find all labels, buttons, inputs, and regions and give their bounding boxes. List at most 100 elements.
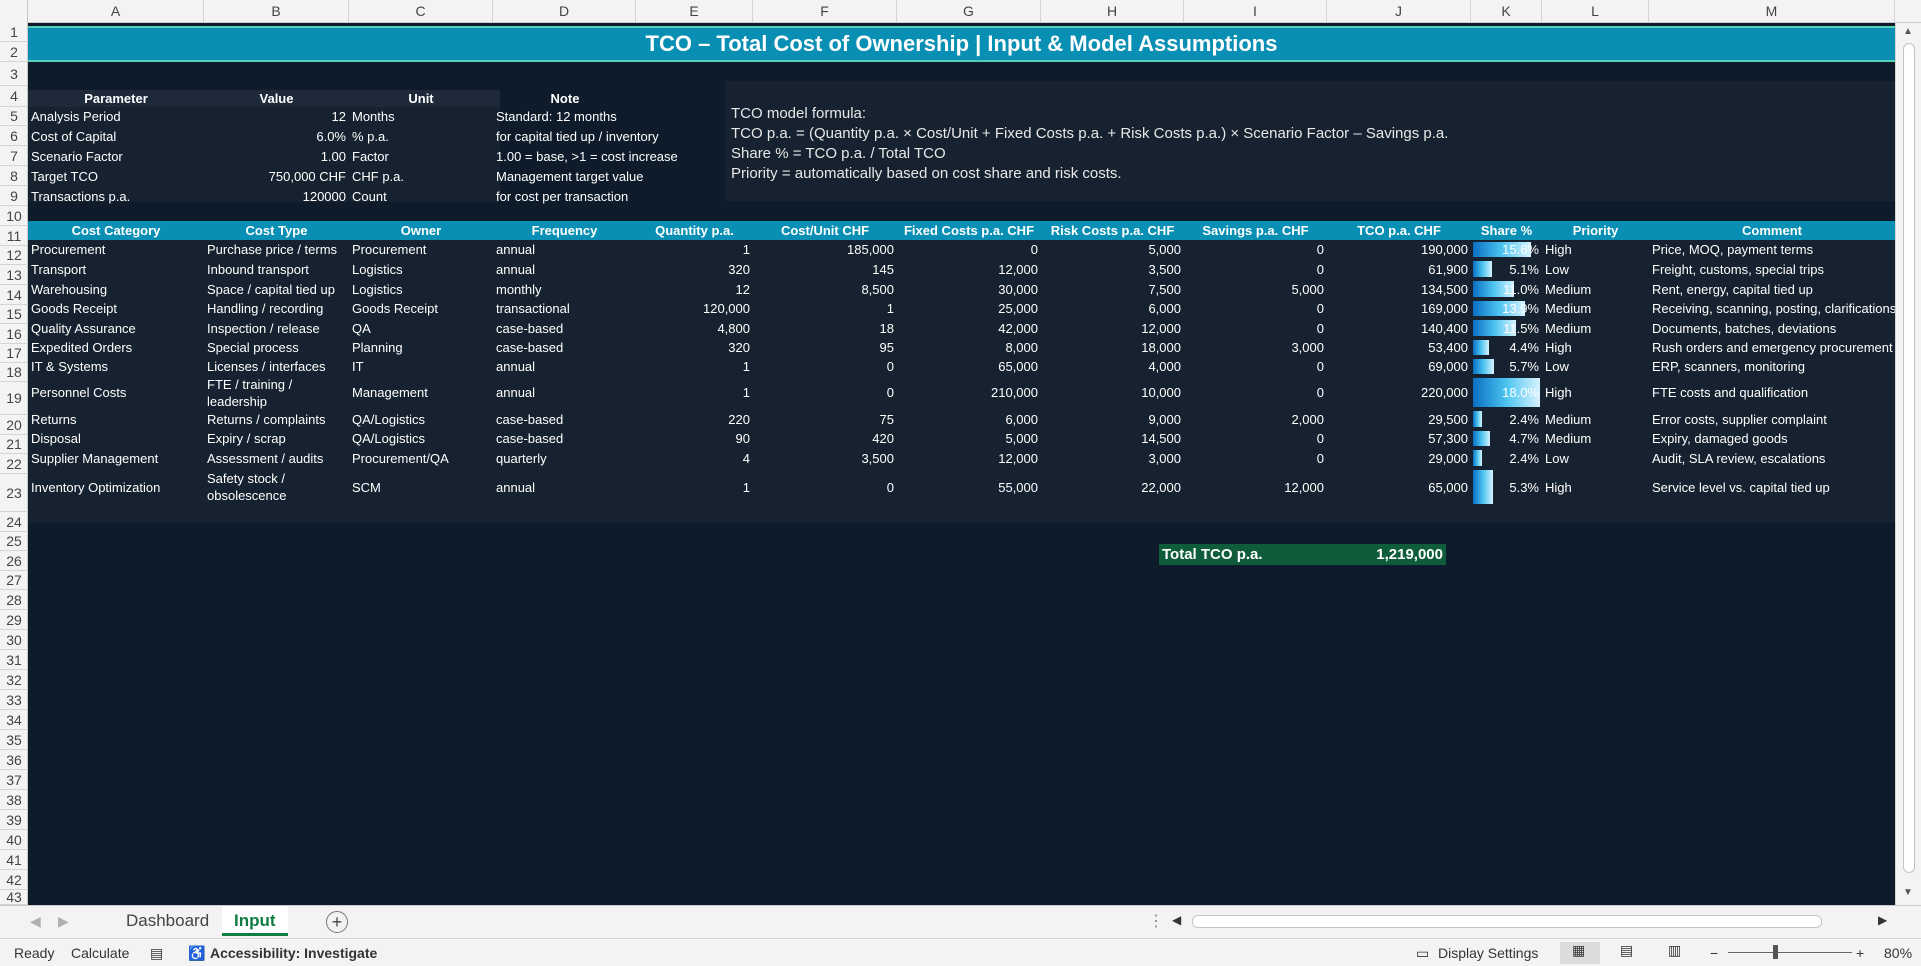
cost-table-cell: Low (1545, 261, 1569, 277)
column-header-d[interactable]: D (493, 0, 636, 23)
row-header-41[interactable]: 41 (0, 850, 28, 870)
row-header-34[interactable]: 34 (0, 710, 28, 730)
row-header-18[interactable]: 18 (0, 363, 28, 382)
column-header-e[interactable]: E (636, 0, 753, 23)
cost-table-cell: 420 (872, 431, 894, 446)
row-header-11[interactable]: 11 (0, 226, 28, 246)
row-header-40[interactable]: 40 (0, 830, 28, 850)
share-data-bar (1473, 242, 1531, 257)
scroll-up-icon[interactable]: ▲ (1903, 26, 1913, 37)
row-header-2[interactable]: 2 (0, 42, 28, 62)
zoom-in-icon[interactable]: + (1856, 945, 1865, 961)
sheet-grid[interactable]: TCO – Total Cost of Ownership | Input & … (28, 23, 1895, 905)
parameter-cell: Standard: 12 months (496, 109, 617, 124)
row-header-28[interactable]: 28 (0, 590, 28, 610)
add-sheet-button[interactable]: + (326, 911, 348, 933)
row-header-24[interactable]: 24 (0, 512, 28, 532)
prev-sheet-icon[interactable]: ◀ (30, 913, 41, 929)
row-header-20[interactable]: 20 (0, 415, 28, 435)
row-header-10[interactable]: 10 (0, 206, 28, 226)
row-header-1[interactable]: 1 (0, 23, 28, 42)
normal-view-button[interactable]: ▦ (1560, 942, 1600, 964)
calculate-button[interactable]: Calculate (71, 945, 130, 961)
display-settings-icon[interactable]: ▭ (1416, 945, 1430, 961)
cost-table-cell: 7,500 (1148, 281, 1181, 297)
row-header-22[interactable]: 22 (0, 454, 28, 474)
display-settings-button[interactable]: Display Settings (1438, 945, 1539, 961)
row-header-30[interactable]: 30 (0, 630, 28, 650)
row-header-3[interactable]: 3 (0, 62, 28, 86)
row-header-37[interactable]: 37 (0, 770, 28, 790)
accessibility-status[interactable]: Accessibility: Investigate (210, 945, 378, 961)
zoom-slider-thumb[interactable] (1773, 945, 1778, 959)
row-header-39[interactable]: 39 (0, 810, 28, 830)
column-header-k[interactable]: K (1471, 0, 1542, 23)
column-header-j[interactable]: J (1327, 0, 1471, 23)
cost-table-cell: 145 (872, 261, 894, 277)
row-header-8[interactable]: 8 (0, 166, 28, 186)
cost-table-col-header: Risk Costs p.a. CHF (1050, 223, 1175, 238)
row-header-36[interactable]: 36 (0, 750, 28, 770)
parameter-cell: Transactions p.a. (31, 188, 131, 204)
row-header-32[interactable]: 32 (0, 670, 28, 690)
row-header-33[interactable]: 33 (0, 690, 28, 710)
column-header-b[interactable]: B (204, 0, 349, 23)
page-break-view-button[interactable]: ▥ (1668, 942, 1682, 958)
row-header-4[interactable]: 4 (0, 86, 28, 107)
row-header-12[interactable]: 12 (0, 246, 28, 265)
zoom-level[interactable]: 80% (1884, 945, 1913, 961)
cost-table-cell: Procurement (352, 242, 427, 257)
tab-split-handle-icon[interactable]: ⋮ (1148, 913, 1164, 930)
select-all-corner[interactable] (0, 0, 28, 23)
row-header-23[interactable]: 23 (0, 474, 28, 512)
cost-table-cell: ERP, scanners, monitoring (1652, 359, 1805, 374)
row-header-27[interactable]: 27 (0, 571, 28, 590)
column-header-i[interactable]: I (1184, 0, 1327, 23)
row-header-9[interactable]: 9 (0, 186, 28, 206)
parameter-cell: 12 (331, 109, 346, 124)
zoom-slider[interactable] (1728, 952, 1852, 953)
column-header-h[interactable]: H (1041, 0, 1184, 23)
tab-input[interactable]: Input (222, 906, 288, 936)
cost-table-col-header: Cost Category (71, 223, 161, 238)
vertical-scrollbar[interactable]: ▲ ▼ (1895, 23, 1921, 905)
vertical-scroll-thumb[interactable] (1903, 43, 1915, 873)
row-header-16[interactable]: 16 (0, 324, 28, 344)
row-header-5[interactable]: 5 (0, 107, 28, 126)
column-header-g[interactable]: G (897, 0, 1041, 23)
row-header-17[interactable]: 17 (0, 344, 28, 363)
row-header-7[interactable]: 7 (0, 146, 28, 166)
cost-table-cell: Transport (31, 261, 87, 277)
accessibility-icon[interactable]: ♿ (188, 945, 206, 961)
column-header-l[interactable]: L (1542, 0, 1649, 23)
horizontal-scroll-thumb[interactable] (1192, 915, 1822, 928)
row-header-6[interactable]: 6 (0, 126, 28, 146)
column-header-a[interactable]: A (28, 0, 204, 23)
scroll-right-icon[interactable]: ▶ (1878, 913, 1888, 927)
row-header-14[interactable]: 14 (0, 285, 28, 305)
macro-recorder-icon[interactable]: ▤ (150, 945, 164, 961)
next-sheet-icon[interactable]: ▶ (58, 913, 69, 929)
column-header-c[interactable]: C (349, 0, 493, 23)
row-header-35[interactable]: 35 (0, 730, 28, 750)
row-header-26[interactable]: 26 (0, 551, 28, 571)
row-header-38[interactable]: 38 (0, 790, 28, 810)
row-header-29[interactable]: 29 (0, 610, 28, 630)
page-layout-view-button[interactable]: ▤ (1620, 942, 1634, 958)
row-header-15[interactable]: 15 (0, 305, 28, 324)
row-header-21[interactable]: 21 (0, 435, 28, 454)
column-header-m[interactable]: M (1649, 0, 1895, 23)
horizontal-scrollbar[interactable]: ◀ ▶ (1170, 913, 1894, 931)
row-header-42[interactable]: 42 (0, 870, 28, 890)
row-header-25[interactable]: 25 (0, 532, 28, 551)
cost-table-cell: Service level vs. capital tied up (1652, 479, 1830, 495)
scroll-down-icon[interactable]: ▼ (1903, 887, 1913, 898)
row-header-19[interactable]: 19 (0, 382, 28, 415)
tab-dashboard[interactable]: Dashboard (126, 911, 210, 930)
row-header-13[interactable]: 13 (0, 265, 28, 285)
row-header-31[interactable]: 31 (0, 650, 28, 670)
zoom-out-icon[interactable]: − (1710, 945, 1719, 961)
scroll-left-icon[interactable]: ◀ (1172, 913, 1182, 927)
row-header-43[interactable]: 43 (0, 889, 28, 905)
column-header-f[interactable]: F (753, 0, 897, 23)
